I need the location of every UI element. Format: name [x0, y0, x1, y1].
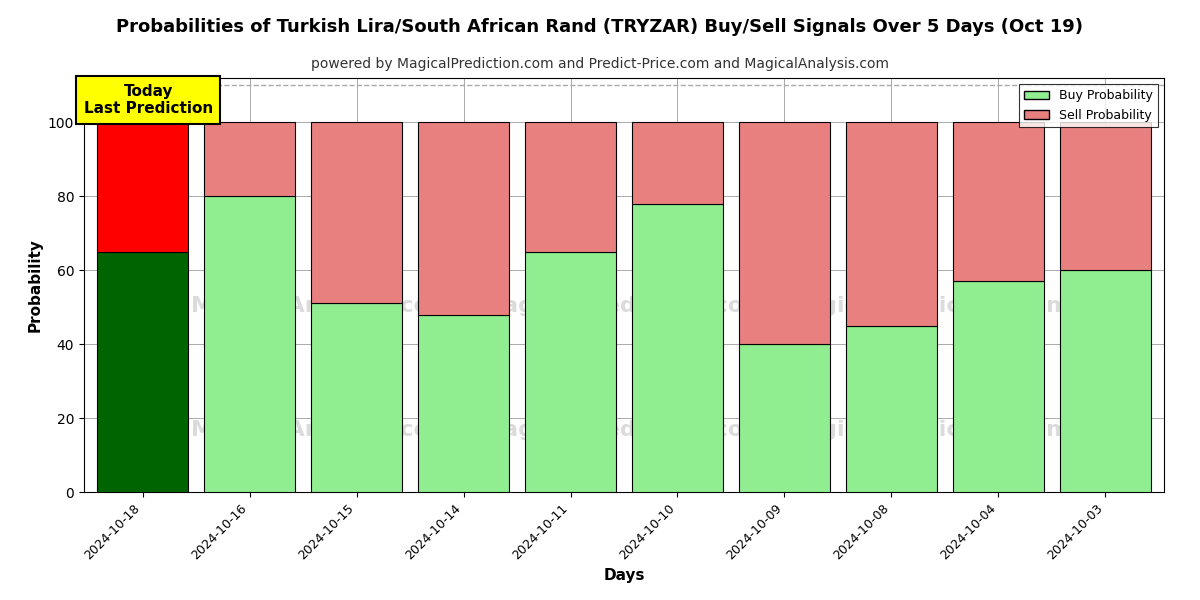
Bar — [311, 122, 402, 304]
Bar — [526, 122, 616, 252]
Text: Today
Last Prediction: Today Last Prediction — [84, 84, 212, 116]
Y-axis label: Probability: Probability — [28, 238, 42, 332]
Bar — [1060, 270, 1151, 492]
Bar — [204, 122, 295, 196]
Text: MagicalPrediction.com: MagicalPrediction.com — [481, 296, 767, 316]
Bar — [953, 281, 1044, 492]
Bar — [739, 122, 830, 344]
Legend: Buy Probability, Sell Probability: Buy Probability, Sell Probability — [1019, 84, 1158, 127]
Bar — [97, 252, 188, 492]
Text: MagicalAnalysis.com: MagicalAnalysis.com — [191, 420, 452, 440]
Text: MagicalPrediction.com: MagicalPrediction.com — [481, 420, 767, 440]
Bar — [526, 252, 616, 492]
Bar — [204, 196, 295, 492]
Text: powered by MagicalPrediction.com and Predict-Price.com and MagicalAnalysis.com: powered by MagicalPrediction.com and Pre… — [311, 57, 889, 71]
Bar — [418, 314, 509, 492]
Bar — [739, 344, 830, 492]
Bar — [632, 122, 722, 203]
Bar — [953, 122, 1044, 281]
Bar — [311, 304, 402, 492]
X-axis label: Days: Days — [604, 568, 644, 583]
Bar — [97, 122, 188, 252]
Text: Probabilities of Turkish Lira/South African Rand (TRYZAR) Buy/Sell Signals Over : Probabilities of Turkish Lira/South Afri… — [116, 18, 1084, 36]
Bar — [632, 203, 722, 492]
Bar — [846, 326, 937, 492]
Text: MagicalPrediction.com: MagicalPrediction.com — [784, 296, 1069, 316]
Text: MagicalPrediction.com: MagicalPrediction.com — [784, 420, 1069, 440]
Text: MagicalAnalysis.com: MagicalAnalysis.com — [191, 296, 452, 316]
Bar — [1060, 122, 1151, 270]
Bar — [418, 122, 509, 314]
Bar — [846, 122, 937, 326]
